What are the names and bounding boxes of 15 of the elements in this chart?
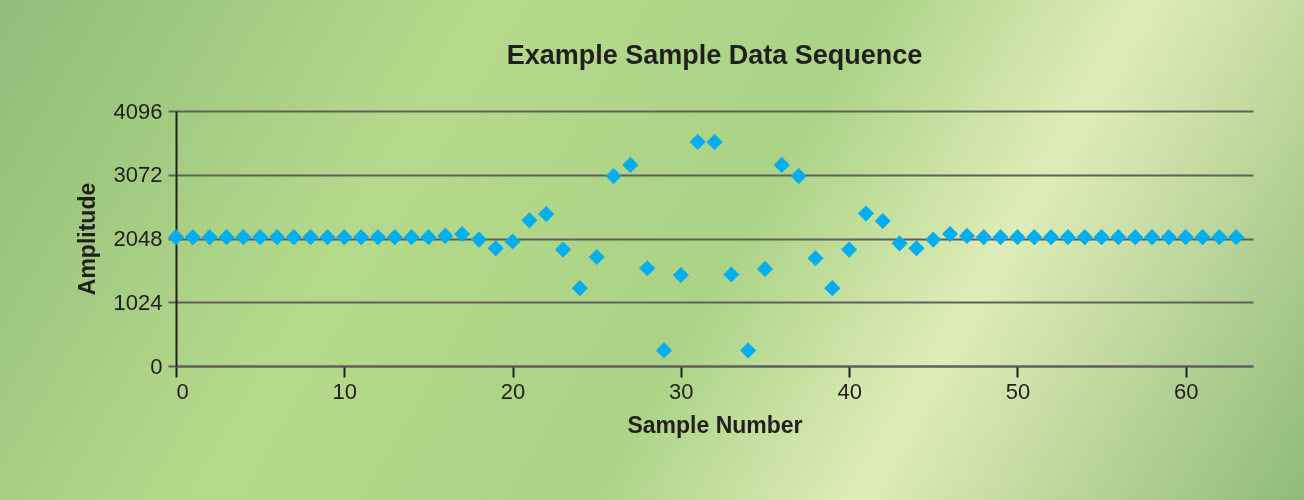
y-tick-label: 4096 (113, 98, 163, 124)
y-axis-title: Amplitude (73, 182, 100, 296)
x-tick-label: 50 (1005, 378, 1031, 404)
x-tick-label: 30 (669, 378, 694, 404)
y-tick-label: 1024 (113, 289, 163, 315)
x-tick-label: 20 (500, 378, 526, 404)
x-tick-label: 10 (332, 378, 358, 404)
chart-title: Example Sample Data Sequence (506, 40, 923, 70)
x-tick-label: 0 (176, 378, 189, 404)
x-tick-label: 40 (837, 378, 862, 404)
y-tick-label: 2048 (113, 226, 163, 251)
x-axis-title: Sample Number (627, 411, 803, 438)
y-tick-label: 3072 (113, 162, 163, 188)
x-tick-label: 60 (1173, 378, 1199, 404)
y-tick-label: 0 (150, 353, 163, 379)
